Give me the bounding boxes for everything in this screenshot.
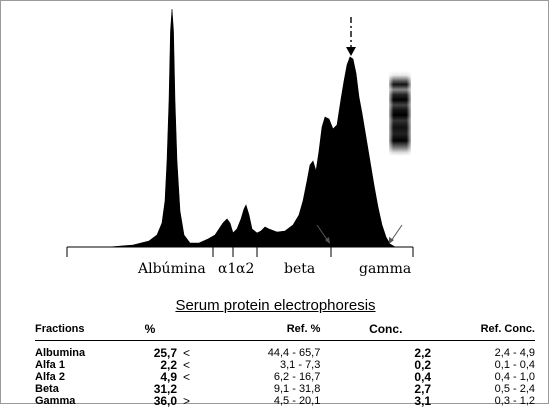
cell-fraction: Beta [35, 383, 59, 395]
cell-flag: < [183, 370, 191, 384]
cell-ref-conc: 0,1 - 0,4 [494, 359, 535, 371]
table-header-row: Fractions % Ref. % Conc. Ref. Conc. [35, 321, 535, 341]
beta-gamma-arrow [316, 224, 330, 244]
cell-ref-conc: 0,3 - 1,2 [494, 395, 535, 407]
cell-ref-percent: 44,4 - 65,7 [267, 347, 321, 359]
x-label-alpha2: α2 [236, 261, 254, 277]
cell-conc: 0,4 [414, 370, 432, 384]
cell-ref-conc: 0,4 - 1,0 [494, 371, 535, 383]
cell-ref-percent: 4,5 - 20,1 [273, 395, 321, 407]
cell-flag: > [183, 394, 191, 408]
cell-fraction: Alfa 1 [35, 359, 65, 371]
cell-fraction: Alfa 2 [35, 371, 65, 383]
monoclonal-peak-arrow [346, 17, 356, 56]
cell-ref-conc: 0,5 - 2,4 [494, 383, 535, 395]
results-table: Fractions % Ref. % Conc. Ref. Conc. Albu… [35, 321, 535, 407]
x-label-alpha1: α1 [218, 261, 236, 277]
gamma-end-arrow [389, 224, 403, 244]
x-label-beta: beta [284, 261, 315, 277]
table-row: Alfa 1 2,2 <3,1 - 7,3 0,2 0,1 - 0,4 [35, 359, 535, 371]
col-header-fractions: Fractions [35, 323, 85, 335]
electrophoresis-plot: Albúmina α1 α2 beta gamma [66, 8, 414, 277]
table-row: Albumina 25,7 <44,4 - 65,7 2,2 2,4 - 4,9 [35, 341, 535, 360]
cell-fraction: Gamma [35, 395, 76, 407]
cell-percent: 2,2 [160, 358, 178, 372]
table-row: Alfa 2 4,9 <6,2 - 16,7 0,4 0,4 - 1,0 [35, 371, 535, 383]
gel-band-image [389, 71, 411, 156]
col-header-ref-percent: Ref. % [286, 323, 321, 335]
col-header-conc: Conc. [369, 322, 403, 336]
table-row: Beta 31,2 9,1 - 31,8 2,7 0,5 - 2,4 [35, 383, 535, 395]
x-label-albumina: Albúmina [137, 261, 206, 277]
cell-ref-percent: 6,2 - 16,7 [273, 371, 321, 383]
col-header-flag [183, 321, 207, 341]
cell-ref-percent: 9,1 - 31,8 [273, 383, 321, 395]
col-header-percent: % [144, 322, 156, 336]
x-axis [66, 246, 414, 257]
cell-ref-percent: 3,1 - 7,3 [280, 359, 321, 371]
table-title: Serum protein electrophoresis [175, 297, 376, 314]
col-header-ref-conc: Ref. Conc. [480, 323, 535, 335]
cell-flag: < [183, 346, 191, 360]
cell-fraction: Albumina [35, 347, 86, 359]
electrophoresis-curve [67, 8, 397, 248]
cell-conc: 2,7 [414, 382, 432, 396]
x-label-gamma: gamma [359, 261, 411, 277]
cell-percent: 31,2 [153, 382, 178, 396]
cell-ref-conc: 2,4 - 4,9 [494, 347, 535, 359]
cell-percent: 4,9 [160, 370, 178, 384]
table-row: Gamma 36,0 >4,5 - 20,1 3,1 0,3 - 1,2 [35, 395, 535, 407]
cell-conc: 0,2 [414, 358, 432, 372]
cell-flag: < [183, 358, 191, 372]
cell-conc: 2,2 [414, 346, 432, 360]
cell-percent: 36,0 [153, 394, 178, 408]
cell-percent: 25,7 [153, 346, 178, 360]
table-body: Albumina 25,7 <44,4 - 65,7 2,2 2,4 - 4,9 Alfa… [35, 341, 535, 407]
cell-conc: 3,1 [414, 394, 432, 408]
